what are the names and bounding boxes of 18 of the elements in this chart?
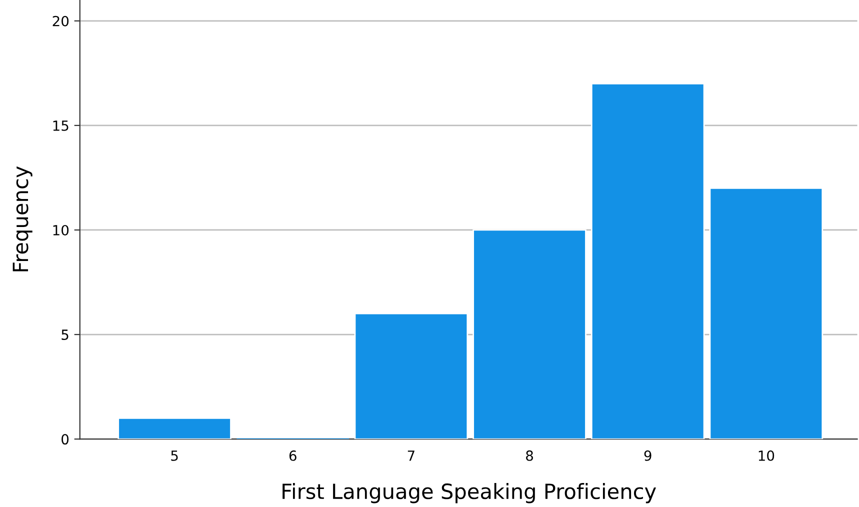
y-tick-label: 20 (52, 16, 69, 26)
y-tick-label: 0 (62, 434, 69, 445)
y-tick-label: 10 (53, 224, 69, 236)
x-tick-label: 8 (526, 450, 533, 461)
x-tick-label: 6 (289, 450, 296, 461)
x-tick-label: 5 (171, 450, 178, 461)
bar (354, 312, 468, 440)
x-axis-title: First Language Speaking Proficiency (282, 483, 656, 504)
x-tick-label: 9 (644, 450, 652, 461)
bar (709, 187, 824, 440)
y-tick-label: 15 (53, 120, 68, 131)
bar (118, 417, 232, 440)
y-tick-label: 5 (62, 330, 68, 340)
x-tick-label: 10 (758, 450, 774, 461)
bar (590, 82, 705, 440)
bar (472, 229, 586, 440)
y-axis-title: Frequency (12, 166, 32, 272)
x-tick-label: 7 (408, 450, 414, 461)
